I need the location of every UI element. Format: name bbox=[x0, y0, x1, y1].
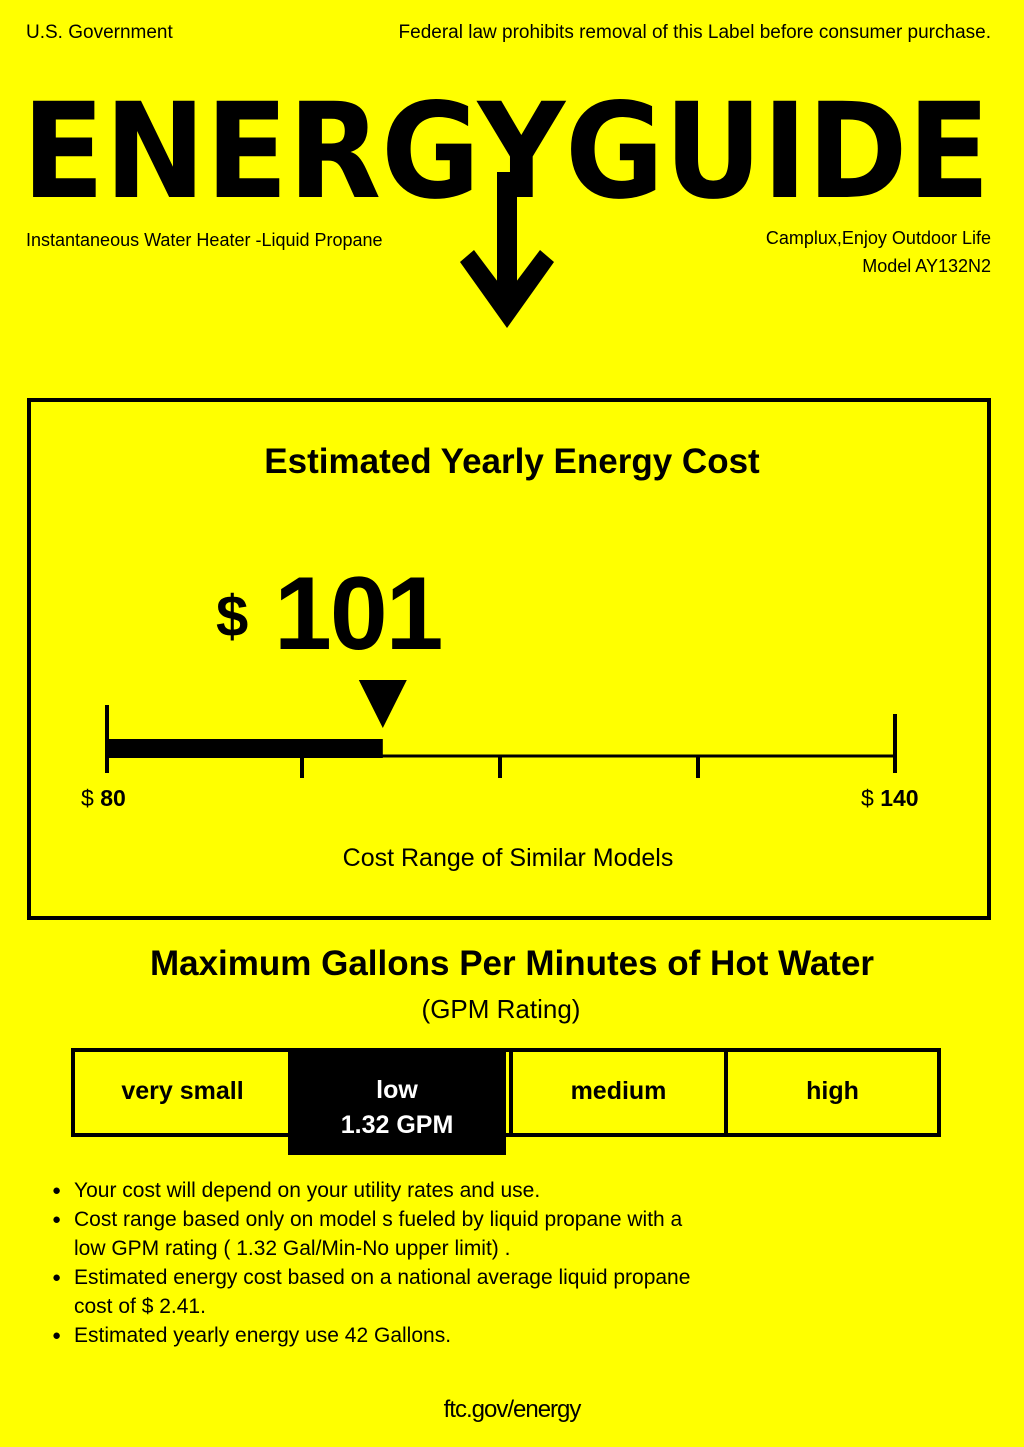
down-arrow-icon bbox=[460, 172, 554, 328]
note-item: Estimated yearly energy use 42 Gallons. bbox=[52, 1321, 690, 1350]
removal-warning: Federal law prohibits removal of this La… bbox=[398, 22, 991, 43]
note-item: Cost range based only on model s fueled … bbox=[52, 1205, 690, 1234]
product-type: Instantaneous Water Heater -Liquid Propa… bbox=[26, 230, 383, 250]
ftc-link[interactable]: ftc.gov/energy bbox=[443, 1396, 582, 1423]
range-min: $ 80 bbox=[81, 785, 126, 812]
government-label: U.S. Government bbox=[26, 22, 173, 43]
gpm-selected-category: low 1.32 GPM bbox=[288, 1049, 506, 1155]
range-min-symbol: $ bbox=[81, 785, 94, 811]
note-item: Your cost will depend on your utility ra… bbox=[52, 1176, 690, 1205]
gpm-title: Maximum Gallons Per Minutes of Hot Water bbox=[149, 944, 875, 983]
cost-currency: $ bbox=[216, 584, 249, 649]
gpm-category-high: high bbox=[724, 1052, 937, 1133]
gpm-rating-table: very small medium high bbox=[71, 1048, 941, 1137]
gpm-selected-label: low bbox=[376, 1076, 418, 1104]
gpm-category-very-small: very small bbox=[121, 1077, 244, 1105]
range-min-value: 80 bbox=[100, 785, 126, 811]
cost-pointer-icon bbox=[358, 680, 407, 728]
model-number: Model AY132N2 bbox=[862, 256, 991, 276]
cost-title: Estimated Yearly Energy Cost bbox=[264, 442, 760, 481]
scale-fill bbox=[107, 739, 383, 758]
note-continuation: low GPM rating ( 1.32 Gal/Min-No upper l… bbox=[74, 1237, 511, 1260]
brand-name: Camplux,Enjoy Outdoor Life bbox=[765, 228, 991, 248]
gpm-selected-value: 1.32 GPM bbox=[340, 1111, 454, 1139]
note-item: Estimated energy cost based on a nationa… bbox=[52, 1263, 690, 1292]
energyguide-banner: ENERGYGUIDE bbox=[22, 75, 990, 328]
range-max-value: 140 bbox=[880, 785, 919, 811]
note-continuation: cost of $ 2.41. bbox=[74, 1295, 206, 1318]
range-caption: Cost Range of Similar Models bbox=[342, 844, 674, 872]
range-max: $ 140 bbox=[861, 785, 919, 812]
gpm-category-medium: medium bbox=[509, 1052, 724, 1133]
gpm-subtitle: (GPM Rating) bbox=[421, 994, 581, 1024]
cost-value: 101 bbox=[274, 556, 444, 672]
range-max-symbol: $ bbox=[861, 785, 874, 811]
notes-list: Your cost will depend on your utility ra… bbox=[52, 1176, 690, 1350]
cost-panel bbox=[27, 398, 991, 920]
